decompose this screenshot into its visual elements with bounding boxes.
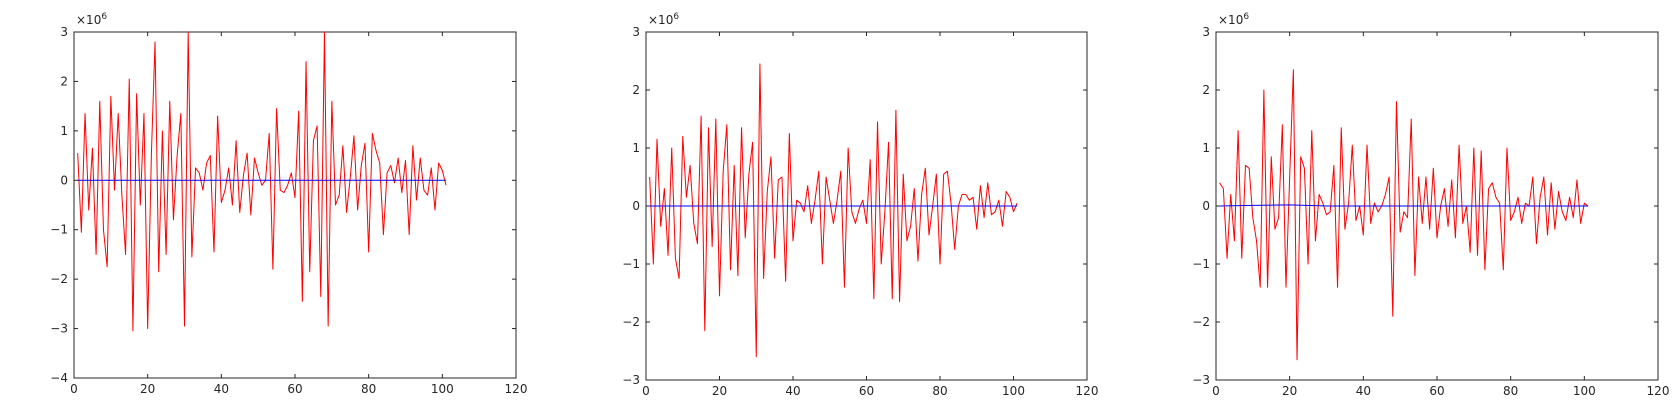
x-tick-label: 20 — [140, 382, 155, 396]
x-tick-label: 100 — [431, 382, 454, 396]
x-tick-label: 40 — [214, 382, 229, 396]
y-tick-label: −3 — [1192, 373, 1210, 387]
y-tick-label: 3 — [1202, 25, 1210, 39]
y-tick-label: −3 — [622, 373, 640, 387]
y-tick-label: 0 — [60, 173, 68, 187]
x-tick-label: 120 — [1076, 384, 1099, 398]
y-tick-label: 0 — [1202, 199, 1210, 213]
exponent-power: 6 — [101, 12, 107, 22]
chart-1: 0 20 40 60 80 100 120 −4 −3 −2 −1 0 1 2 3 ×106 — [50, 12, 527, 396]
y-tick-label: 2 — [60, 74, 68, 88]
y-tick-label: 1 — [60, 124, 68, 138]
x-tick-label: 0 — [642, 384, 650, 398]
y-tick-label: 3 — [632, 25, 640, 39]
x-tick-label: 80 — [1503, 384, 1518, 398]
x-tick-label: 120 — [505, 382, 528, 396]
series-line-red — [1219, 69, 1589, 361]
x-tick-label: 40 — [785, 384, 800, 398]
y-tick-label: 2 — [632, 83, 640, 97]
y-tick-label: −3 — [50, 322, 68, 336]
chart-3: 0 20 40 60 80 100 120 −3 −2 −1 0 1 2 3 ×106 — [1192, 12, 1669, 398]
y-tick-label: −1 — [622, 257, 640, 271]
y-tick-label: −1 — [50, 223, 68, 237]
y-tick-label: −4 — [50, 371, 68, 385]
x-tick-label: 60 — [287, 382, 302, 396]
x-tick-label: 80 — [932, 384, 947, 398]
x-tick-label: 60 — [1429, 384, 1444, 398]
series-line-blue — [1219, 204, 1589, 207]
series-line-red — [77, 31, 447, 332]
exponent-label: ×106 — [1218, 12, 1249, 27]
y-tick-label: 1 — [632, 141, 640, 155]
y-tick-label: 2 — [1202, 83, 1210, 97]
y-tick-label: 1 — [1202, 141, 1210, 155]
y-tick-label: 3 — [60, 25, 68, 39]
series-line-red — [649, 63, 1018, 358]
y-tick-label: 0 — [632, 199, 640, 213]
chart-2: 0 20 40 60 80 100 120 −3 −2 −1 0 1 2 3 ×106 — [622, 12, 1098, 398]
y-tick-label: −1 — [1192, 257, 1210, 271]
x-tick-label: 20 — [712, 384, 727, 398]
exponent-label: ×106 — [648, 12, 679, 27]
y-tick-label: −2 — [1192, 315, 1210, 329]
x-tick-label: 0 — [1212, 384, 1220, 398]
exponent-power: 6 — [673, 12, 679, 22]
x-tick-label: 40 — [1356, 384, 1371, 398]
x-tick-label: 60 — [859, 384, 874, 398]
x-tick-label: 100 — [1002, 384, 1025, 398]
x-tick-label: 100 — [1573, 384, 1596, 398]
x-tick-label: 120 — [1647, 384, 1670, 398]
x-tick-label: 20 — [1282, 384, 1297, 398]
exponent-label: ×106 — [76, 12, 107, 27]
x-tick-label: 80 — [361, 382, 376, 396]
y-tick-label: −2 — [50, 272, 68, 286]
exponent-power: 6 — [1243, 12, 1249, 22]
x-tick-label: 0 — [70, 382, 78, 396]
y-tick-label: −2 — [622, 315, 640, 329]
